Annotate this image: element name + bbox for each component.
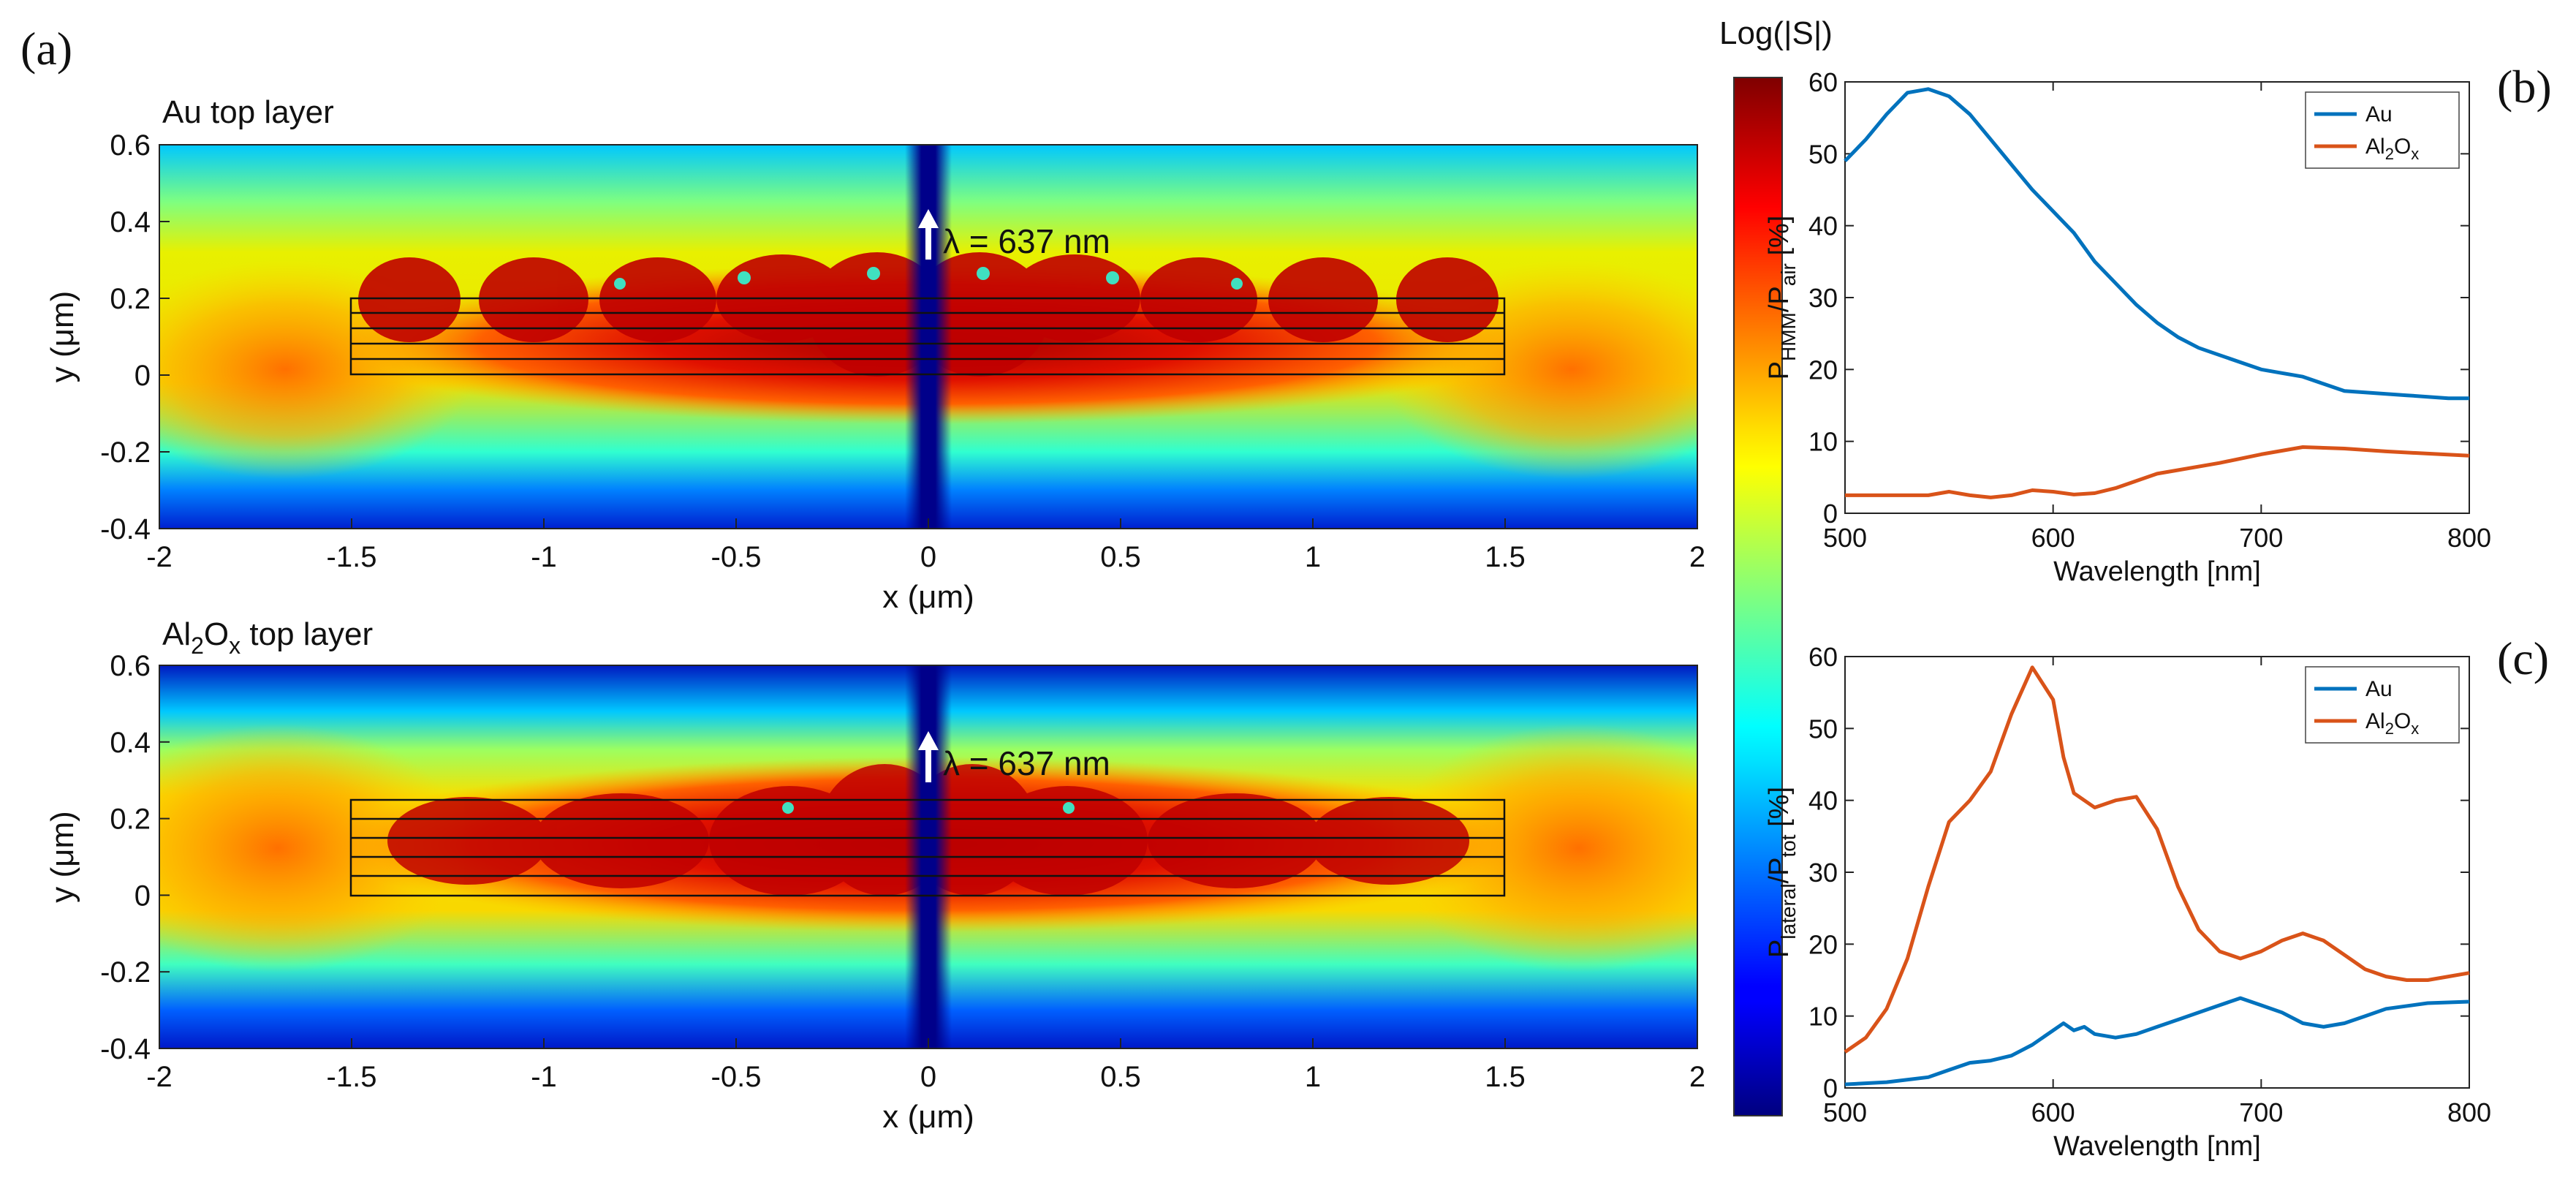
- chart-c: 500 600 700 800 0 10 20 30 40 50 60 Wavelength [nm]…: [1764, 642, 2491, 1162]
- field-map-al2ox: Al2Ox top layer: [45, 616, 1705, 1135]
- legend-label-c-1: Al2Ox: [2365, 709, 2419, 738]
- map-xtick-label-au: -1: [531, 541, 557, 573]
- ytick-label-c: 0: [1823, 1073, 1838, 1103]
- panel-letter-b: (b): [2497, 61, 2552, 113]
- panel-letter-a: (a): [20, 23, 72, 75]
- map-xtick-label-au: -1.5: [327, 541, 377, 573]
- map-xtick-label-al2ox: 1: [1305, 1061, 1321, 1093]
- legend-label-b-1: Al2Ox: [2365, 135, 2419, 163]
- map-ytick-label-al2ox: -0.2: [100, 956, 151, 989]
- ytick-label-c: 40: [1808, 786, 1838, 816]
- xtick-label-c: 600: [2031, 1097, 2075, 1127]
- ytick-label-c: 50: [1808, 714, 1838, 744]
- legend-label-b-0: Au: [2365, 102, 2393, 126]
- map-ytick-label-au: -0.2: [100, 436, 151, 469]
- map-title-au: Au top layer: [162, 94, 334, 130]
- xtick-label-b: 500: [1823, 523, 1867, 553]
- map-xlabel-au: x (μm): [882, 579, 974, 615]
- map-xtick-label-al2ox: -1: [531, 1061, 557, 1093]
- ytick-label-b: 60: [1808, 67, 1838, 97]
- map-xtick-label-au: 1: [1305, 541, 1321, 573]
- map-xtick-label-au: 0.5: [1100, 541, 1141, 573]
- map-xtick-label-au: -2: [146, 541, 173, 573]
- map-axes-al2ox: -2 -1.5 -1 -0.5 0 0.5 1 1.5 2 -0.4 -0.2 0 0.2 0.4 0.6 x…: [45, 650, 1705, 1135]
- ytick-label-c: 10: [1808, 1002, 1838, 1032]
- dipole-arrow-au: [918, 209, 939, 260]
- map-ytick-label-al2ox: 0: [135, 880, 151, 912]
- legend-b: Au Al2Ox: [2305, 91, 2460, 169]
- hot-spots-al2ox: [782, 802, 1075, 814]
- stack-layers-al2ox: [349, 798, 1506, 897]
- chart-b: 500 600 700 800 0 10 20 30 40 50 60 Wavelength [nm]…: [1764, 67, 2491, 587]
- map-ytick-label-al2ox: 0.6: [110, 650, 151, 682]
- map-xtick-label-al2ox: 0: [920, 1061, 936, 1093]
- series-line-c-1: [1844, 665, 2470, 1054]
- wavelength-label-al2ox: λ = 637 nm: [943, 744, 1110, 782]
- hot-spots-au: [614, 267, 1243, 290]
- map-ytick-label-au: -0.4: [100, 513, 151, 545]
- ytick-label-b: 50: [1808, 139, 1838, 169]
- panel-letter-c: (c): [2497, 632, 2549, 684]
- map-ytick-label-al2ox: 0.2: [110, 804, 151, 836]
- ytick-label-b: 40: [1808, 211, 1838, 241]
- xlabel-b: Wavelength [nm]: [2053, 556, 2261, 587]
- map-ytick-label-au: 0: [135, 360, 151, 392]
- map-xtick-label-al2ox: -1.5: [327, 1061, 377, 1093]
- ytick-label-b: 30: [1808, 283, 1838, 313]
- ytick-label-c: 60: [1808, 642, 1838, 672]
- map-ytick-label-au: 0.6: [110, 129, 151, 162]
- map-ylabel-al2ox: y (μm): [45, 811, 80, 903]
- ytick-label-c: 30: [1808, 858, 1838, 888]
- xtick-label-b: 800: [2447, 523, 2491, 553]
- xtick-label-c: 700: [2239, 1097, 2283, 1127]
- map-ylabel-au: y (μm): [45, 291, 80, 383]
- map-axes-au: -2 -1.5 -1 -0.5 0 0.5 1 1.5 2 -0.4 -0.2 0 0.2 0.4 0.6 x…: [45, 129, 1705, 615]
- map-xtick-label-al2ox: 0.5: [1100, 1061, 1141, 1093]
- ylabel-c: Plateral/Ptot [%]: [1764, 787, 1800, 958]
- xtick-label-b: 600: [2031, 523, 2075, 553]
- ytick-label-b: 10: [1808, 427, 1838, 457]
- series-line-b-1: [1845, 445, 2470, 499]
- map-ytick-label-au: 0.2: [110, 283, 151, 315]
- ylabel-b: PHMM/Pair [%]: [1764, 216, 1800, 380]
- map-xtick-label-al2ox: -2: [146, 1061, 173, 1093]
- legend-box-b: [2305, 91, 2460, 169]
- map-xtick-label-au: -0.5: [711, 541, 762, 573]
- map-xtick-label-au: 0: [920, 541, 936, 573]
- colorbar: Log(|S|): [1719, 15, 1833, 1116]
- series-line-c-0: [1844, 996, 2470, 1086]
- dipole-arrow-al2ox: [918, 731, 939, 782]
- legend-label-c-0: Au: [2365, 677, 2393, 701]
- xtick-label-b: 700: [2239, 523, 2283, 553]
- series-line-b-0: [1844, 87, 2469, 401]
- wavelength-label-au: λ = 637 nm: [943, 222, 1110, 260]
- xtick-label-c: 500: [1823, 1097, 1867, 1127]
- map-xlabel-al2ox: x (μm): [882, 1099, 974, 1135]
- map-ytick-label-au: 0.4: [110, 206, 151, 238]
- map-xtick-label-al2ox: 1.5: [1485, 1061, 1526, 1093]
- xtick-label-c: 800: [2447, 1097, 2491, 1127]
- colorbar-label: Log(|S|): [1719, 15, 1833, 51]
- map-ytick-label-al2ox: 0.4: [110, 727, 151, 759]
- ytick-label-b: 20: [1808, 355, 1838, 385]
- colorbar-gradient: [1733, 77, 1783, 1116]
- map-title-al2ox: Al2Ox top layer: [162, 616, 373, 659]
- map-xtick-label-al2ox: -0.5: [711, 1061, 762, 1093]
- map-xtick-label-al2ox: 2: [1689, 1061, 1705, 1093]
- stack-layers-au: [349, 297, 1506, 376]
- ytick-label-c: 20: [1808, 929, 1838, 959]
- xlabel-c: Wavelength [nm]: [2053, 1131, 2261, 1162]
- ytick-label-b: 0: [1823, 499, 1838, 529]
- map-ytick-label-al2ox: -0.4: [100, 1033, 151, 1065]
- map-xtick-label-au: 1.5: [1485, 541, 1526, 573]
- legend-box-c: [2305, 666, 2460, 744]
- field-map-au: Au top layer: [45, 94, 1705, 615]
- map-xtick-label-au: 2: [1689, 541, 1705, 573]
- legend-c: Au Al2Ox: [2305, 666, 2460, 744]
